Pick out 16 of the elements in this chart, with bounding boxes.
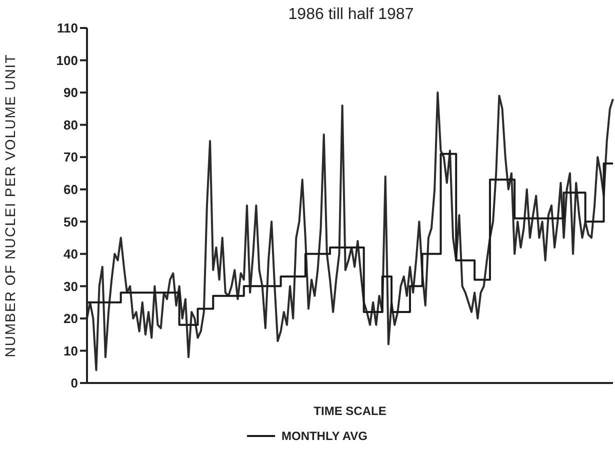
y-tick-label: 70 bbox=[64, 150, 78, 165]
y-tick-label: 50 bbox=[64, 214, 78, 230]
y-axis-title: NUMBER OF NUCLEI PER VOLUME UNIT bbox=[2, 54, 18, 358]
y-tick-label: 10 bbox=[64, 343, 78, 358]
y-tick-label: 60 bbox=[64, 182, 78, 197]
x-axis-title: TIME SCALE bbox=[314, 404, 386, 418]
y-tick-label: 40 bbox=[64, 246, 78, 262]
y-tick-label: 110 bbox=[57, 20, 78, 36]
chart-title: 1986 till half 1987 bbox=[287, 6, 415, 24]
y-tick-label: 80 bbox=[64, 117, 78, 132]
y-tick-label: 90 bbox=[64, 85, 78, 100]
y-tick-label: 30 bbox=[64, 278, 78, 294]
y-tick-label: 100 bbox=[56, 52, 78, 68]
y-tick-label: 20 bbox=[64, 311, 78, 326]
legend-label: MONTHLY AVG bbox=[281, 429, 368, 443]
y-tick-label: 0 bbox=[70, 376, 78, 391]
